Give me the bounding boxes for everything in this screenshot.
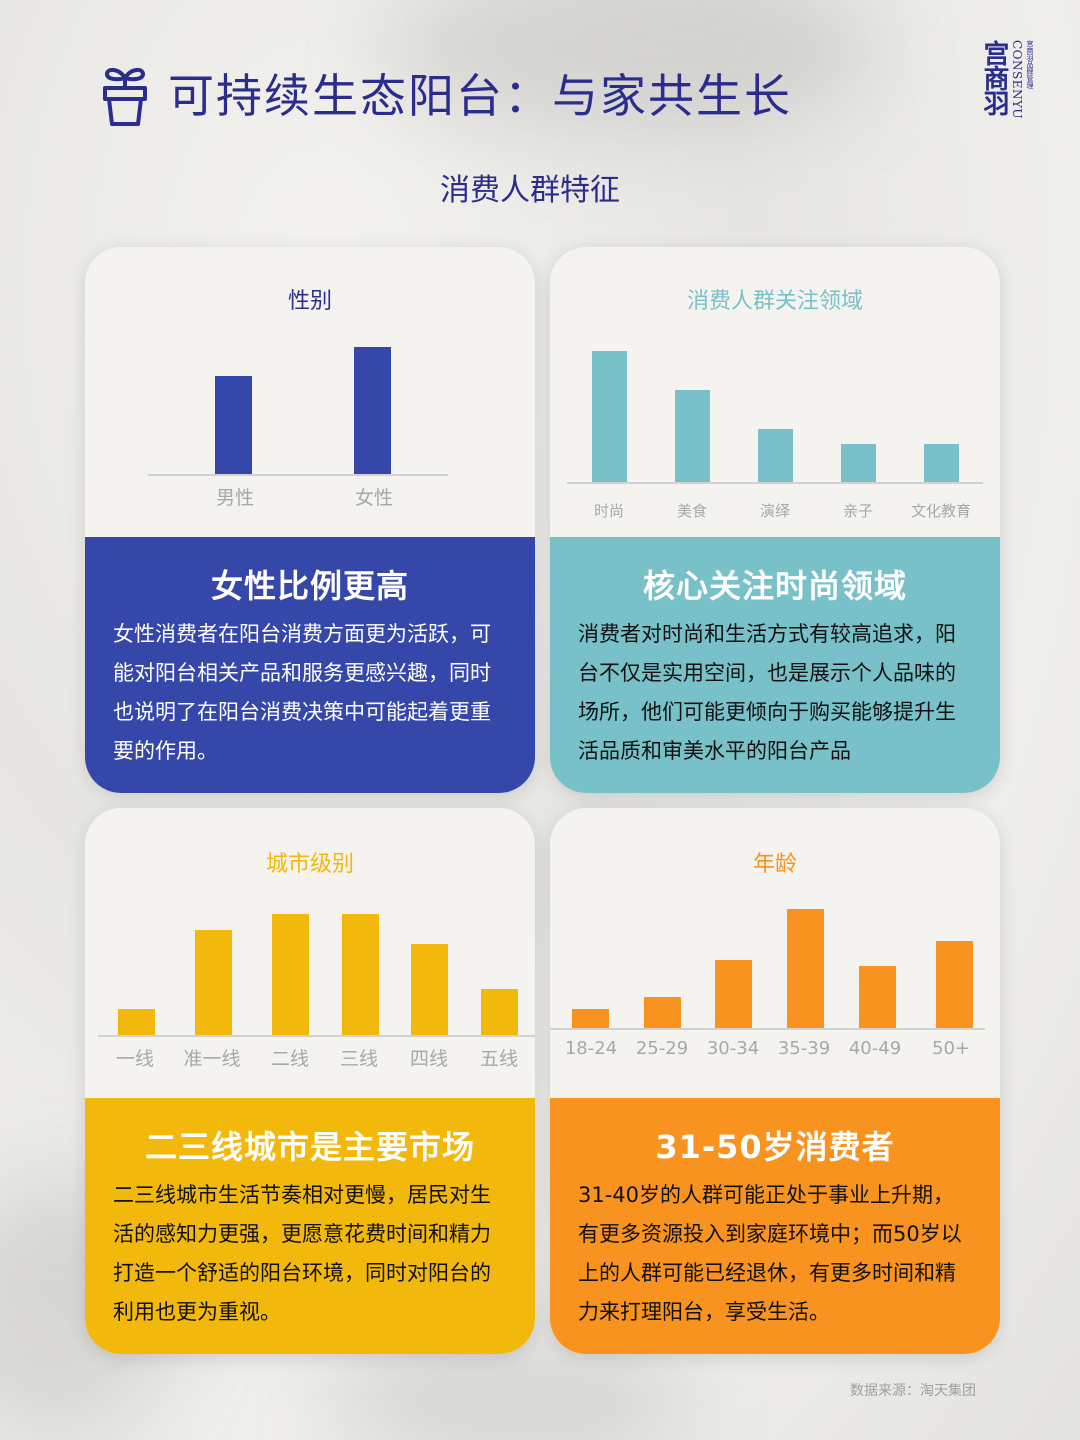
insight-heading: 二三线城市是主要市场	[144, 1128, 475, 1166]
age-chart: 年龄 18-24 25-29 30-34 35-39 40-49 50+	[550, 808, 1000, 1098]
x-tick-label: 一线	[115, 1048, 154, 1070]
x-tick-label: 50+	[932, 1038, 970, 1059]
x-tick-label: 时尚	[593, 502, 624, 520]
insight-heading: 31-50岁消费者	[655, 1128, 895, 1166]
insight-body: 女性消费者在阳台消费方面更为活跃，可能对阳台相关产品和服务更感兴趣，同时也说明了…	[113, 622, 491, 763]
bar-fashion	[592, 351, 627, 482]
interest-insight: 核心关注时尚领域 消费者对时尚和生活方式有较高追求，阳台不仅是实用空间，也是展示…	[550, 537, 1000, 793]
bar-female	[354, 347, 391, 475]
bar-30-34	[715, 960, 752, 1029]
data-source: 数据来源：淘天集团	[850, 1383, 976, 1399]
x-tick-label: 30-34	[706, 1038, 760, 1059]
gender-card: 性别 男性 女性 女性比例更高 女性消费者在阳台消费方面更为活跃，可能对阳台相关…	[85, 247, 535, 793]
plot-area	[567, 307, 983, 482]
x-tick-label: 40-49	[848, 1038, 902, 1059]
city-tier-card: 城市级别 一线 准一线 二线 三线 四线 五线 二三线城市是主要市场 二三线城市…	[85, 808, 535, 1354]
bar-tier1	[118, 1009, 155, 1036]
x-tick-label: 五线	[479, 1048, 518, 1070]
page-subtitle: 消费人群特征	[440, 173, 620, 208]
gender-chart: 性别 男性 女性	[85, 247, 535, 537]
x-tick-label: 二线	[270, 1048, 309, 1070]
chart-title: 年龄	[752, 852, 797, 877]
background-shadow	[380, 0, 880, 140]
x-tick-label: 亲子	[842, 502, 873, 520]
x-tick-label: 女性	[354, 487, 393, 509]
x-tick-label: 准一线	[183, 1048, 241, 1070]
city-tier-insight: 二三线城市是主要市场 二三线城市生活节奏相对更慢，居民对生活的感知力更强，更愿意…	[85, 1098, 535, 1354]
gender-insight: 女性比例更高 女性消费者在阳台消费方面更为活跃，可能对阳台相关产品和服务更感兴趣…	[85, 537, 535, 793]
bar-35-39	[787, 909, 824, 1029]
chart-title: 消费人群关注领域	[686, 289, 863, 314]
insight-body: 31-40岁的人群可能正处于事业上升期，有更多资源投入到家庭环境中；而50岁以上…	[578, 1183, 962, 1324]
logo-english: CONSENYU	[1010, 40, 1024, 120]
x-tick-label: 文化教育	[910, 502, 971, 520]
plant-pot-icon	[103, 67, 147, 126]
bar-18-24	[572, 1009, 609, 1029]
age-insight: 31-50岁消费者 31-40岁的人群可能正处于事业上升期，有更多资源投入到家庭…	[550, 1098, 1000, 1354]
bar-male	[215, 376, 252, 475]
chart-title: 城市级别	[265, 852, 354, 877]
page-title: 可持续生态阳台：与家共生长	[168, 69, 792, 123]
insight-body: 二三线城市生活节奏相对更慢，居民对生活的感知力更强，更愿意花费时间和精力打造一个…	[113, 1183, 491, 1324]
x-axis	[148, 474, 448, 476]
bar-25-29	[644, 997, 681, 1029]
city-tier-chart: 城市级别 一线 准一线 二线 三线 四线 五线	[85, 808, 535, 1098]
logo-chinese: 宫商羽	[979, 40, 1009, 115]
plot-area	[148, 307, 448, 475]
bar-tier5	[481, 989, 518, 1036]
x-tick-label: 18-24	[564, 1038, 618, 1059]
bar-performance	[758, 429, 793, 482]
x-tick-label: 美食	[676, 502, 707, 520]
bar-new-tier1	[195, 930, 232, 1036]
bar-tier3	[342, 914, 379, 1036]
x-tick-label: 男性	[215, 487, 254, 509]
insight-heading: 女性比例更高	[210, 567, 409, 605]
bar-food	[675, 390, 710, 482]
chart-title: 性别	[287, 289, 332, 314]
age-card: 年龄 18-24 25-29 30-34 35-39 40-49 50+ 31-…	[550, 808, 1000, 1354]
bar-50-plus	[936, 941, 973, 1029]
interest-chart: 消费人群关注领域 时尚 美食 演绎 亲子 文化教育	[550, 247, 1000, 537]
insight-heading: 核心关注时尚领域	[642, 567, 907, 605]
plot-area	[550, 868, 985, 1029]
interest-card: 消费人群关注领域 时尚 美食 演绎 亲子 文化教育 核心关注时尚领域 消费者对时…	[550, 247, 1000, 793]
x-tick-label: 25-29	[635, 1038, 689, 1059]
x-axis	[567, 482, 983, 484]
x-tick-label: 三线	[339, 1048, 378, 1070]
bar-parenting	[841, 444, 876, 482]
x-axis	[98, 1035, 535, 1037]
bar-tier4	[411, 944, 448, 1036]
x-tick-label: 四线	[409, 1048, 448, 1070]
bar-40-49	[859, 966, 896, 1029]
plot-area	[98, 868, 535, 1036]
x-tick-label: 35-39	[777, 1038, 831, 1059]
bar-tier2	[272, 914, 309, 1036]
x-axis	[550, 1028, 985, 1030]
x-tick-label: 演绎	[759, 502, 790, 520]
brand-logo: 宫商羽 CONSENYU 宫商羽品牌管理	[979, 40, 1080, 120]
logo-tagline: 宫商羽品牌管理	[1026, 40, 1034, 89]
insight-body: 消费者对时尚和生活方式有较高追求，阳台不仅是实用空间，也是展示个人品味的场所，他…	[578, 622, 956, 763]
bar-education	[924, 444, 959, 482]
page-header: 可持续生态阳台：与家共生长	[100, 58, 792, 128]
